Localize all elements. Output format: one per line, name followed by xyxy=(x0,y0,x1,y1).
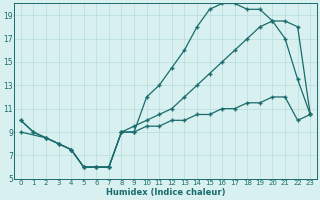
X-axis label: Humidex (Indice chaleur): Humidex (Indice chaleur) xyxy=(106,188,225,197)
